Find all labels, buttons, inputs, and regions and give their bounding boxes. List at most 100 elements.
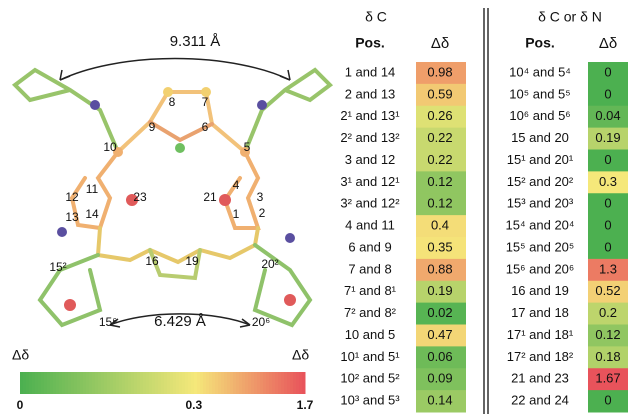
delta-value: 0 <box>604 239 611 254</box>
colorbar-label: Δδ <box>12 347 29 363</box>
colorbar-segment <box>137 372 141 394</box>
delta-value: 0.04 <box>595 108 620 123</box>
colorbar-segment <box>50 372 54 394</box>
colorbar-segment <box>290 372 294 394</box>
colorbar-segment <box>269 372 273 394</box>
atom-label: 11 <box>86 182 99 196</box>
delta-value: 0.59 <box>427 86 452 101</box>
colorbar-segment <box>95 372 99 394</box>
delta-value: 0.35 <box>427 239 452 254</box>
colorbar-segment <box>191 372 195 394</box>
colorbar-segment <box>77 372 81 394</box>
colorbar-segment <box>56 372 60 394</box>
arrowhead <box>60 70 290 80</box>
colorbar-segment <box>233 372 237 394</box>
column-header: Pos. <box>525 35 555 51</box>
position-label: 2¹ and 13¹ <box>340 108 400 123</box>
colorbar-segment <box>32 372 36 394</box>
colorbar-segment <box>110 372 114 394</box>
colorbar-segment <box>74 372 78 394</box>
colorbar-segment <box>89 372 93 394</box>
atom-label: 19 <box>185 254 199 268</box>
delta-value: 1.3 <box>599 261 617 276</box>
colorbar-segment <box>155 372 159 394</box>
colorbar-segment <box>293 372 297 394</box>
colorbar-segment <box>263 372 267 394</box>
colorbar-segment <box>245 372 249 394</box>
colorbar-segment <box>80 372 84 394</box>
delta-value: 0.19 <box>595 130 620 145</box>
colorbar-segment <box>239 372 243 394</box>
colorbar-segment <box>194 372 198 394</box>
delta-value: 0.2 <box>599 305 617 320</box>
colorbar-segment <box>209 372 213 394</box>
colorbar-segment <box>260 372 264 394</box>
atom-label: 21 <box>203 190 217 204</box>
atom-label: 20⁶ <box>252 315 270 329</box>
colorbar-segment <box>128 372 132 394</box>
colorbar-tick: 0 <box>17 398 24 412</box>
colorbar-segment <box>125 372 129 394</box>
atom-label: 12 <box>65 190 79 204</box>
colorbar-segment <box>26 372 30 394</box>
colorbar-segment <box>44 372 48 394</box>
delta-value: 0.18 <box>595 349 620 364</box>
atom-label: 4 <box>233 178 240 192</box>
colorbar-segment <box>20 372 24 394</box>
colorbar-segment <box>71 372 75 394</box>
atom-label: 14 <box>85 207 99 221</box>
delta-value: 0.88 <box>427 261 452 276</box>
column-header: Δδ <box>599 35 617 52</box>
colorbar-segment <box>164 372 168 394</box>
colorbar-segment <box>221 372 225 394</box>
position-label: 15⁵ and 20⁵ <box>506 239 575 254</box>
delta-value: 0.02 <box>427 305 452 320</box>
colorbar-segment <box>272 372 276 394</box>
position-label: 7² and 8² <box>344 305 397 320</box>
position-label: 2 and 13 <box>345 86 396 101</box>
position-label: 15⁴ and 20⁴ <box>505 218 574 233</box>
position-label: 15² and 20² <box>507 174 574 189</box>
colorbar-segment <box>62 372 66 394</box>
delta-value: 0.4 <box>431 218 449 233</box>
colorbar-segment <box>104 372 108 394</box>
position-label: 10¹ and 5¹ <box>340 349 400 364</box>
atom-label: 6 <box>202 120 209 134</box>
colorbar-segment <box>254 372 258 394</box>
colorbar-segment <box>179 372 183 394</box>
position-label: 6 and 9 <box>348 239 391 254</box>
delta-value: 0.98 <box>427 64 452 79</box>
colorbar-segment <box>83 372 87 394</box>
colorbar-segment <box>98 372 102 394</box>
position-label: 21 and 23 <box>511 371 569 386</box>
column-header: Pos. <box>355 35 385 51</box>
position-label: 15¹ and 20¹ <box>507 152 574 167</box>
colorbar-segment <box>197 372 201 394</box>
colorbar-segment <box>218 372 222 394</box>
colorbar-segment <box>299 372 303 394</box>
colorbar-segment <box>275 372 279 394</box>
position-label: 10² and 5² <box>340 371 400 386</box>
colorbar-segment <box>53 372 57 394</box>
delta-value: 0 <box>604 393 611 408</box>
colorbar-segment <box>215 372 219 394</box>
delta-value: 0 <box>604 86 611 101</box>
colorbar-segment <box>176 372 180 394</box>
colorbar-segment <box>158 372 162 394</box>
position-label: 1 and 14 <box>345 64 396 79</box>
atom-label: 8 <box>169 95 176 109</box>
atom-label: 10 <box>103 140 117 154</box>
position-label: 16 and 19 <box>511 283 569 298</box>
bond <box>98 228 258 262</box>
atom-label: 2 <box>259 206 266 220</box>
colorbar-label: Δδ <box>292 347 309 363</box>
position-label: 22 and 24 <box>511 393 569 408</box>
colorbar-segment <box>185 372 189 394</box>
colorbar-segment <box>302 372 306 394</box>
position-label: 7¹ and 8¹ <box>344 283 397 298</box>
position-label: 10⁶ and 5⁶ <box>509 108 570 123</box>
colorbar-segment <box>116 372 120 394</box>
colorbar-segment <box>278 372 282 394</box>
atom-label: 1 <box>233 207 240 221</box>
position-label: 10³ and 5³ <box>340 393 400 408</box>
